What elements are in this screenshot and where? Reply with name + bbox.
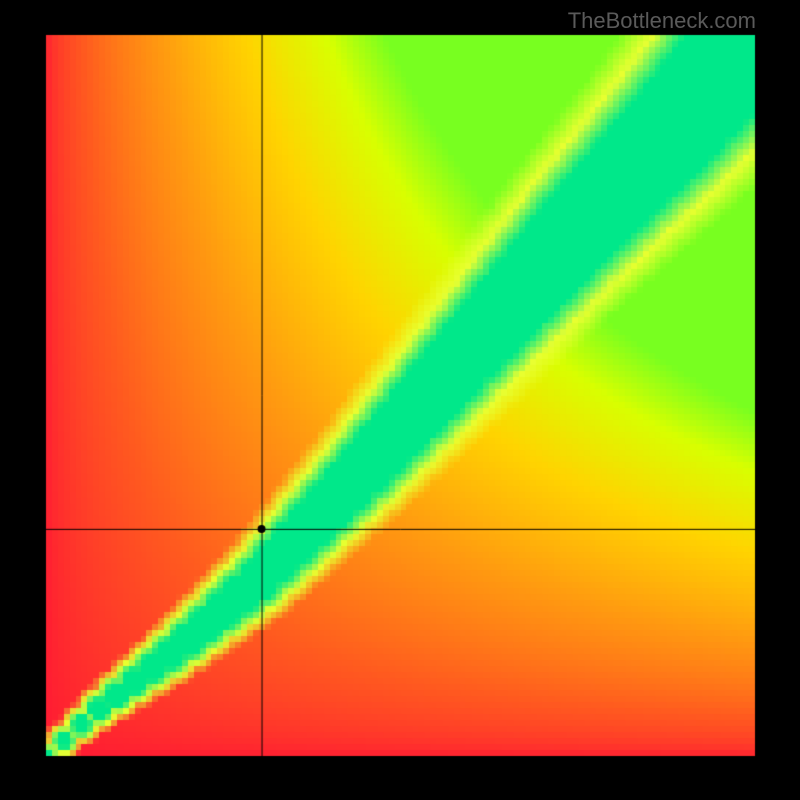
bottleneck-heatmap-canvas — [0, 0, 800, 800]
watermark-text: TheBottleneck.com — [568, 8, 756, 34]
chart-container: TheBottleneck.com — [0, 0, 800, 800]
